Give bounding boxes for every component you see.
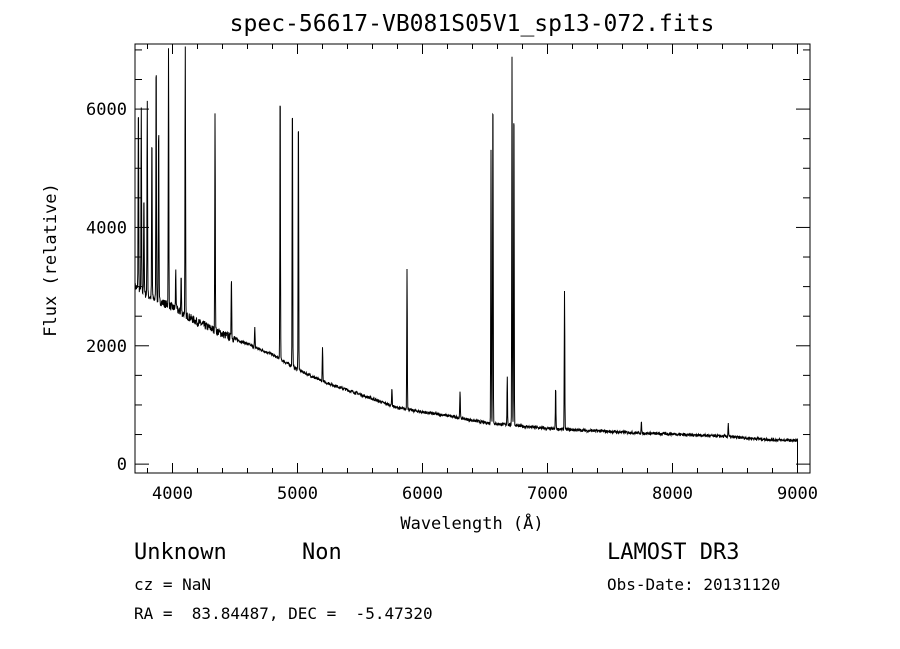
x-tick-label: 5000 <box>277 484 318 504</box>
subclass-label: Non <box>302 540 342 565</box>
class-label: Unknown <box>134 540 227 565</box>
survey-label: LAMOST DR3 <box>607 540 740 565</box>
y-tick-label: 0 <box>117 455 127 475</box>
coords-text: RA = 83.84487, DEC = -5.47320 <box>134 604 433 623</box>
y-tick-label: 4000 <box>86 218 127 238</box>
x-tick-label: 8000 <box>652 484 693 504</box>
spectrum-line <box>135 46 798 465</box>
cz-text: cz = NaN <box>134 575 212 594</box>
plot-area <box>135 46 798 465</box>
plot-frame <box>134 43 811 474</box>
y-axis-label: Flux (relative) <box>41 183 61 337</box>
obs-date-text: Obs-Date: 20131120 <box>607 575 781 594</box>
y-tick-label: 2000 <box>86 337 127 357</box>
y-tick-label: 6000 <box>86 100 127 120</box>
tick-labels: 4000 5000 6000 7000 8000 9000 0 2000 4000 6000 <box>86 100 818 504</box>
x-tick-label: 7000 <box>527 484 568 504</box>
x-axis-label: Wavelength (Å) <box>400 512 543 534</box>
x-tick-label: 9000 <box>777 484 818 504</box>
x-tick-label: 4000 <box>152 484 193 504</box>
chart-title: spec-56617-VB081S05V1_sp13-072.fits <box>230 11 715 37</box>
x-tick-label: 6000 <box>402 484 443 504</box>
axis-ticks <box>135 44 810 473</box>
